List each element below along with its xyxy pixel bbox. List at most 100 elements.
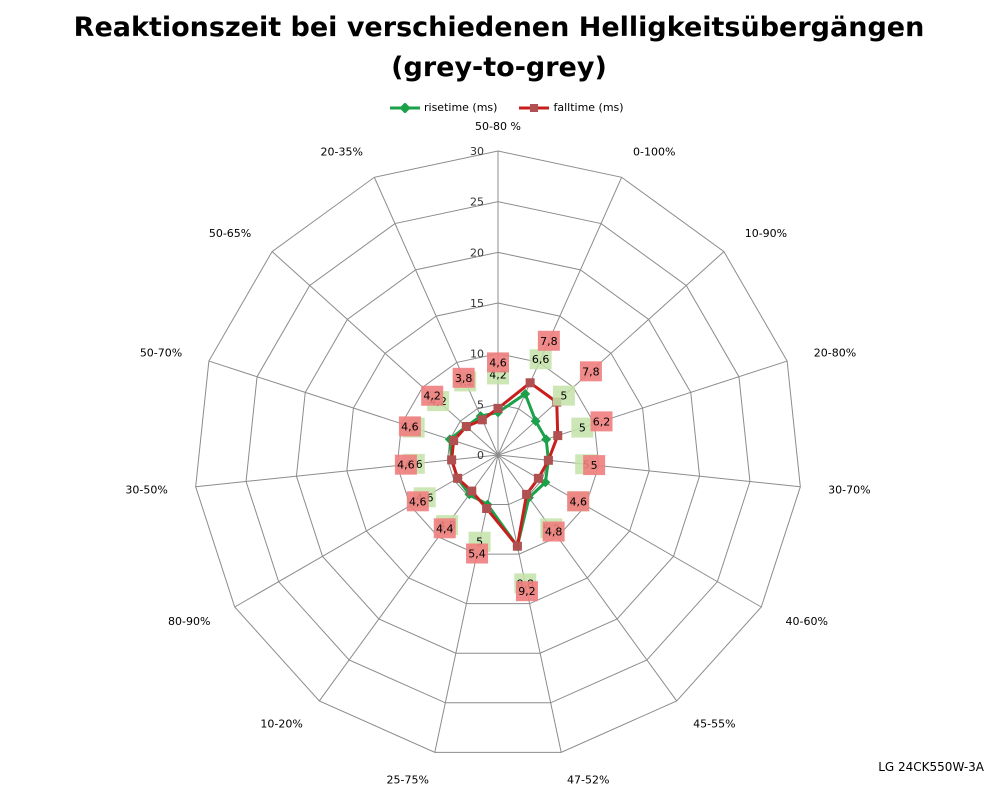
falltime-point	[482, 504, 492, 514]
data-label-bg-falltime	[537, 330, 560, 351]
monitor-model-credit: LG 24CK550W-3A	[878, 760, 984, 774]
falltime-point	[461, 422, 471, 432]
data-label-bg-falltime	[515, 581, 538, 602]
data-label-bg-falltime	[421, 385, 444, 406]
falltime-point	[553, 431, 563, 441]
data-label-bg-falltime	[466, 543, 489, 564]
tick-label: 20	[470, 246, 484, 259]
data-label-bg-falltime	[487, 352, 509, 373]
data-label-falltime: 5	[591, 459, 598, 472]
data-label-falltime: 4,6	[401, 420, 419, 433]
data-label-falltime: 4,6	[409, 495, 427, 508]
data-label-falltime: 4,6	[489, 356, 507, 369]
risetime-point	[520, 388, 531, 399]
grid-ring-20	[295, 251, 701, 654]
grid-ring-30	[195, 150, 801, 753]
data-label-falltime: 5,4	[468, 548, 486, 561]
data-label-risetime: 5	[476, 536, 483, 549]
data-label-bg-risetime	[552, 385, 575, 406]
falltime-point	[493, 403, 503, 413]
legend-marker-risetime	[390, 102, 420, 113]
falltime-point	[525, 378, 535, 388]
tick-label: 30	[470, 145, 484, 158]
tick-label: 25	[470, 196, 484, 209]
data-label-bg-risetime	[571, 417, 594, 438]
risetime-point	[530, 416, 541, 427]
chart-title-line-2: (grey-to-grey)	[391, 52, 607, 83]
category-label: 20-80%	[814, 346, 856, 359]
data-label-bg-falltime	[590, 411, 613, 432]
risetime-point	[540, 477, 551, 488]
category-label: 50-65%	[209, 227, 251, 240]
data-label-falltime: 4,2	[423, 390, 441, 403]
tick-label: 15	[470, 297, 484, 310]
category-label: 20-35%	[321, 146, 363, 159]
data-label-bg-falltime	[542, 521, 565, 542]
data-label-bg-falltime	[398, 416, 421, 437]
category-label: 45-55%	[693, 718, 735, 731]
category-label: 80-90%	[168, 615, 210, 628]
category-label: 30-70%	[828, 484, 870, 497]
data-label-bg-falltime	[394, 454, 417, 475]
falltime-point	[467, 486, 477, 496]
falltime-point	[447, 455, 457, 465]
falltime-point	[533, 473, 543, 483]
risetime-point	[541, 434, 552, 445]
legend-marker-falltime	[519, 103, 550, 112]
data-label-falltime: 7,8	[582, 365, 600, 378]
category-label: 30-50%	[125, 484, 167, 497]
data-label-falltime: 4,8	[545, 526, 563, 539]
data-label-bg-falltime	[433, 518, 456, 539]
series-line-0	[448, 392, 550, 548]
category-label: 25-75%	[387, 774, 429, 786]
spoke-7	[497, 454, 562, 753]
series-line-1	[450, 381, 560, 548]
data-label-bg-risetime	[529, 349, 552, 370]
data-label-risetime: 5	[560, 390, 567, 403]
data-label-falltime: 4,6	[397, 459, 415, 472]
data-label-risetime: 6,6	[532, 353, 550, 366]
category-label: 10-90%	[745, 227, 787, 240]
category-label: 47-52%	[567, 774, 609, 786]
grid-ring-25	[245, 201, 751, 704]
data-label-falltime: 4,4	[436, 522, 454, 535]
data-label-bg-falltime	[452, 367, 475, 388]
data-label-falltime: 4,6	[569, 495, 587, 508]
data-label-falltime: 7,8	[540, 335, 558, 348]
tick-label: 10	[470, 348, 484, 361]
category-label: 50-70%	[140, 346, 182, 359]
falltime-point	[512, 541, 522, 551]
grid-ring-10	[396, 353, 600, 555]
falltime-point	[522, 489, 532, 499]
data-label-bg-falltime	[406, 491, 429, 512]
data-label-bg-falltime	[567, 491, 590, 512]
falltime-point	[453, 473, 463, 483]
tick-label: 5	[477, 398, 484, 411]
spoke-14	[373, 177, 499, 456]
legend-item-falltime: falltime (ms)	[519, 101, 624, 114]
data-label-falltime: 3,8	[455, 372, 473, 385]
data-label-bg-falltime	[579, 361, 602, 382]
falltime-point	[543, 455, 553, 465]
spoke-3	[497, 360, 788, 456]
data-label-risetime: 5	[579, 422, 586, 435]
category-label: 10-20%	[260, 718, 302, 731]
tick-label: 0	[477, 449, 484, 462]
category-label: 0-100%	[633, 146, 675, 159]
legend-label-risetime: risetime (ms)	[424, 101, 498, 114]
chart-title-line-1: Reaktionszeit bei verschiedenen Helligke…	[73, 12, 925, 43]
falltime-point	[449, 436, 459, 446]
spoke-1	[497, 177, 623, 456]
falltime-point	[477, 415, 487, 425]
category-label: 50-80 %	[475, 120, 521, 133]
data-label-bg-falltime	[583, 455, 606, 476]
legend-label-falltime: falltime (ms)	[553, 101, 624, 114]
data-label-falltime: 6,2	[593, 415, 611, 428]
category-label: 40-60%	[786, 615, 828, 628]
legend: risetime (ms) falltime (ms)	[390, 101, 624, 114]
legend-item-risetime: risetime (ms)	[390, 101, 497, 114]
grid-ring-15	[346, 302, 650, 605]
spoke-13	[271, 251, 499, 456]
data-label-falltime: 9,2	[518, 585, 536, 598]
